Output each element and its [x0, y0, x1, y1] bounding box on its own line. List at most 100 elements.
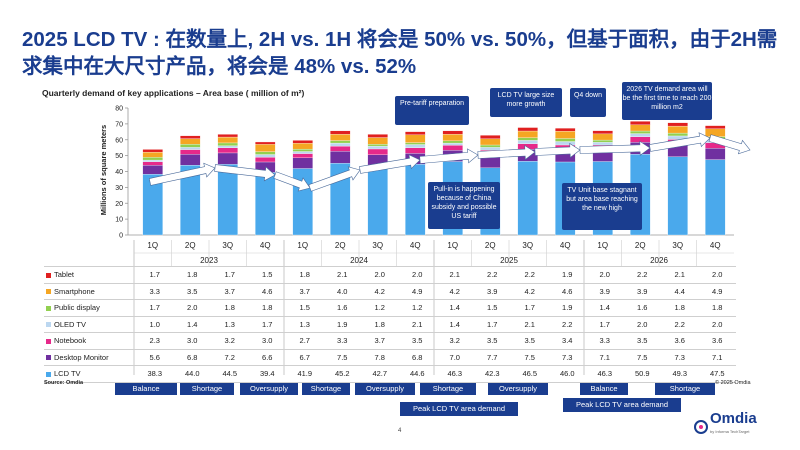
callout-box: LCD TV large size more growth: [490, 88, 562, 117]
table-cell: 42.7: [372, 369, 388, 379]
bar-segment-lcd-tv: [255, 172, 276, 236]
phase-label: Shortage: [180, 383, 234, 395]
bar-segment-tablet: [517, 127, 538, 132]
legend-swatch: [46, 289, 51, 295]
phase-label: Balance: [580, 383, 628, 395]
trend-arrow: [148, 162, 216, 186]
table-cell: 7.7: [487, 352, 498, 362]
bar-segment-lcd-tv: [367, 167, 388, 236]
table-cell: 5.6: [149, 352, 160, 362]
table-cell: 7.3: [674, 352, 685, 362]
y-tick-label: 30: [115, 185, 123, 192]
table-cell: 1.4: [449, 303, 460, 313]
table-cell: 42.3: [484, 369, 500, 379]
bar-segment-oled-tv: [330, 142, 351, 147]
bar-segment-notebook: [180, 149, 201, 155]
table-cell: 2.1: [524, 319, 535, 329]
omdia-logo-icon: [694, 420, 708, 434]
table-cell: 7.2: [224, 352, 235, 362]
table-cell: 1.8: [187, 270, 198, 280]
table-cell: 1.0: [149, 319, 160, 329]
bar-segment-public-display: [630, 130, 651, 134]
x-tick-label: 4Q: [410, 241, 421, 250]
bar-segment-tablet: [367, 134, 388, 138]
table-cell: 46.3: [597, 369, 613, 379]
bar-segment-smartphone: [517, 130, 538, 138]
table-cell: 3.5: [187, 286, 198, 296]
table-cell: 7.3: [562, 352, 573, 362]
table-cell: 49.3: [672, 369, 688, 379]
table-cell: 3.9: [599, 286, 610, 296]
table-cell: 47.5: [709, 369, 725, 379]
table-cell: 44.6: [409, 369, 425, 379]
bar-segment-public-display: [667, 132, 688, 137]
bar-segment-smartphone: [217, 136, 238, 144]
page-number: 4: [398, 428, 402, 434]
table-cell: 2.3: [149, 336, 160, 346]
table-cell: 3.2: [224, 336, 235, 346]
callout-box: Pull-in is happening because of China su…: [428, 182, 500, 229]
x-tick-label: 2Q: [485, 241, 496, 250]
x-tick-label: 4Q: [560, 241, 571, 250]
table-cell: 1.8: [224, 303, 235, 313]
omdia-logo-text: Omdia: [710, 410, 757, 427]
bar-segment-tablet: [442, 130, 463, 135]
table-cell: 2.0: [599, 270, 610, 280]
table-cell: 2.0: [637, 319, 648, 329]
year-label: 2026: [650, 256, 668, 265]
table-cell: 3.9: [487, 286, 498, 296]
bar-segment-smartphone: [330, 134, 351, 141]
table-cell: 2.0: [712, 319, 723, 329]
bar-segment-oled-tv: [405, 144, 426, 148]
table-cell: 1.6: [337, 303, 348, 313]
bar-segment-public-display: [442, 140, 463, 144]
table-cell: 3.5: [412, 336, 423, 346]
peak-demand-label: Peak LCD TV area demand: [563, 398, 681, 412]
phase-label: Shortage: [302, 383, 350, 395]
table-cell: 3.7: [224, 286, 235, 296]
bar-segment-smartphone: [180, 138, 201, 145]
phase-label: Oversupply: [355, 383, 415, 395]
trend-arrow: [649, 132, 711, 152]
table-cell: 7.5: [524, 352, 535, 362]
trend-arrow-shape: [477, 144, 536, 161]
bar-segment-smartphone: [405, 134, 426, 143]
bar-segment-public-display: [555, 138, 576, 142]
bar-segment-desktop-monitor: [292, 157, 313, 169]
bar-segment-public-display: [180, 144, 201, 148]
bar-segment-oled-tv: [292, 151, 313, 154]
bar-segment-smartphone: [255, 144, 276, 152]
table-cell: 3.0: [187, 336, 198, 346]
trend-arrow: [214, 164, 276, 182]
x-tick-label: 4Q: [710, 241, 721, 250]
y-tick-label: 20: [115, 201, 123, 208]
table-row: Notebook 2.3 3.0 3.2 3.0 2.7 3.3 3.7 3.5 3.2 3.5 3.…: [44, 332, 736, 350]
year-label: 2025: [500, 256, 518, 265]
bar-segment-tablet: [667, 122, 688, 127]
table-row-label: OLED TV: [44, 316, 136, 333]
table-cell: 41.9: [297, 369, 313, 379]
table-cell: 2.2: [487, 270, 498, 280]
table-cell: 6.7: [299, 352, 310, 362]
x-tick-label: 2Q: [635, 241, 646, 250]
table-row: Tablet 1.7 1.8 1.7 1.5 1.8 2.1 2.0 2.0 2.1 2.2 2.2 1…: [44, 266, 736, 284]
legend-label: LCD TV: [54, 369, 81, 379]
table-cell: 1.7: [262, 319, 273, 329]
table-cell: 2.1: [337, 270, 348, 280]
bar-segment-smartphone: [142, 151, 163, 158]
table-cell: 2.1: [449, 270, 460, 280]
bar-segment-lcd-tv: [517, 161, 538, 236]
bar-segment-public-display: [592, 139, 613, 143]
bar-segment-tablet: [180, 135, 201, 139]
bar-segment-notebook: [442, 145, 463, 151]
copyright-note: © 2025 Omdia: [715, 380, 751, 386]
x-tick-label: 3Q: [372, 241, 383, 250]
omdia-logo-subtext: by Informa TechTarget: [710, 429, 750, 434]
bar-segment-desktop-monitor: [330, 151, 351, 164]
table-cell: 4.9: [412, 286, 423, 296]
bar-segment-public-display: [405, 142, 426, 145]
table-cell: 2.1: [412, 319, 423, 329]
bar-segment-public-display: [367, 144, 388, 147]
bar-segment-tablet: [330, 130, 351, 135]
table-row-label: Tablet: [44, 267, 136, 284]
